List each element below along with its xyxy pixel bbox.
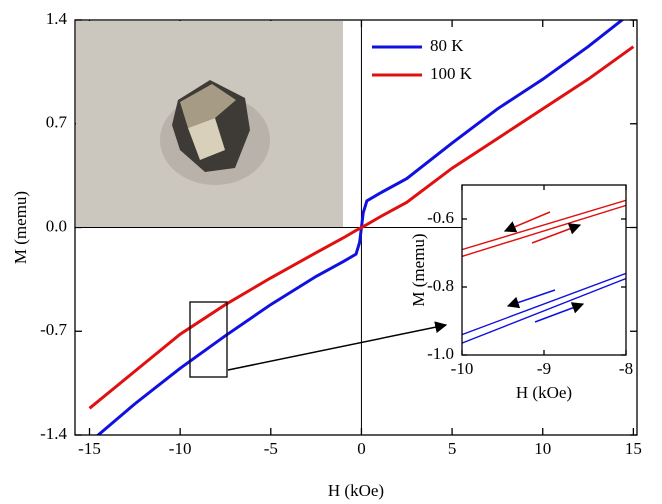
y-tick-label: -0.6 [427, 208, 454, 227]
x-tick-label: 0 [357, 439, 366, 458]
x-tick-label: -10 [169, 439, 192, 458]
photo [76, 21, 343, 227]
x-tick-label: -9 [537, 359, 551, 378]
chart: -15 -10 -5 0 5 10 15 -1.4 -0.7 0.0 0.7 1.4 H (kOe) M … [0, 0, 662, 504]
y-axis-label: M (memu) [11, 191, 30, 264]
x-tick-label: -8 [619, 359, 633, 378]
x-tick-label: 15 [625, 439, 642, 458]
x-axis-label: H (kOe) [516, 383, 572, 402]
y-tick-label: -0.7 [40, 320, 67, 339]
y-tick-label: 1.4 [46, 9, 68, 28]
y-tick-label: 0.0 [46, 216, 67, 235]
x-tick-label: -5 [264, 439, 278, 458]
y-tick-label: -0.8 [427, 276, 454, 295]
y-axis-label: M (memu) [409, 233, 428, 306]
legend-label: 80 K [430, 36, 464, 55]
x-tick-label: -10 [451, 359, 474, 378]
y-tick-label: 0.7 [46, 113, 68, 132]
x-tick-label: 5 [448, 439, 457, 458]
zoom-arrow [228, 325, 446, 370]
x-tick-label: -15 [78, 439, 101, 458]
x-tick-label: 10 [534, 439, 551, 458]
y-tick-label: -1.4 [40, 424, 67, 443]
inset-plot: -10 -9 -8 -0.6 -0.8 -1.0 H (kOe) M (memu) [409, 185, 633, 402]
legend-label: 100 K [430, 64, 473, 83]
x-axis-label: H (kOe) [328, 481, 384, 500]
y-tick-label: -1.0 [427, 344, 454, 363]
